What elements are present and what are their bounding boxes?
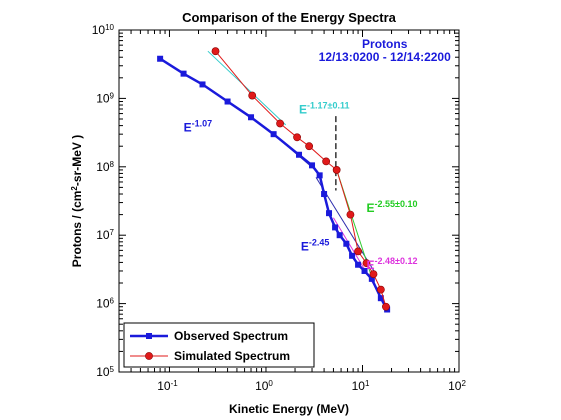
annotation-label: E-2.55±0.10 — [366, 199, 417, 215]
annotation-base: E — [366, 201, 374, 215]
observed-data-point — [199, 81, 206, 88]
legend-box — [123, 322, 315, 368]
annotation-exponent: -2.48±0.12 — [374, 256, 417, 266]
x-tick-label: 100 — [255, 379, 273, 394]
y-tick-label-base: 10 — [96, 160, 110, 174]
annotation-text: Protons — [362, 37, 408, 51]
simulated-data-point — [332, 166, 341, 174]
observed-data-point — [336, 232, 343, 239]
annotation-exponent: -2.45 — [309, 237, 330, 247]
y-tick-label-base: 10 — [96, 228, 110, 242]
simulated-data-point — [293, 133, 301, 142]
x-tick-label-exp: 0 — [268, 379, 273, 388]
observed-data-point — [361, 267, 368, 274]
fit-line — [207, 50, 287, 126]
y-axis-label-sup: 2 — [70, 186, 79, 191]
observed-data-point — [296, 151, 303, 158]
simulated-data-point — [276, 119, 284, 128]
y-axis-label-prefix: Protons / (cm — [70, 191, 84, 268]
y-tick-label-base: 10 — [96, 91, 110, 105]
simulated-data-point — [354, 247, 362, 256]
y-tick-label-base: 10 — [96, 297, 110, 311]
y-tick-label-exp: 10 — [105, 23, 114, 32]
simulated-data-point — [382, 302, 390, 311]
x-tick-label-exp: 2 — [461, 379, 466, 388]
observed-data-point — [309, 162, 316, 169]
y-axis-label: Protons / (cm2-sr-MeV ) — [70, 135, 85, 267]
observed-data-point — [332, 224, 339, 231]
observed-data-point — [377, 295, 384, 302]
observed-data-point — [355, 261, 362, 268]
observed-data-point — [180, 70, 187, 77]
y-tick-label-exp: 6 — [110, 296, 115, 305]
x-tick-label-base: 10 — [448, 379, 462, 393]
simulated-data-point — [248, 91, 257, 100]
legend-swatch-marker — [146, 333, 152, 339]
x-axis-label: Kinetic Energy (MeV) — [229, 402, 349, 416]
observed-data-point — [157, 55, 164, 62]
y-tick-label-exp: 5 — [110, 365, 115, 374]
y-tick-label-base: 10 — [96, 365, 110, 379]
x-tick-label-base: 10 — [352, 379, 366, 393]
annotation-exponent: -1.07 — [192, 118, 213, 128]
observed-data-point — [326, 210, 333, 217]
x-tick-label-base: 10 — [255, 379, 269, 393]
legend-entry-label: Simulated Spectrum — [174, 349, 290, 363]
y-axis-label-suffix: -sr-MeV ) — [70, 135, 84, 186]
x-tick-label: 101 — [352, 379, 370, 394]
y-tick-label-base: 10 — [92, 23, 106, 37]
annotation-exponent: -2.55±0.10 — [374, 199, 417, 209]
simulated-data-point — [305, 142, 314, 151]
y-tick-label-exp: 8 — [110, 159, 115, 168]
annotation-label: E-2.48±0.12 — [366, 256, 417, 272]
y-tick-label: 107 — [96, 228, 114, 243]
annotation-text: 12/13:0200 - 12/14:2200 — [319, 50, 451, 64]
x-tick-label: 10-1 — [157, 379, 178, 394]
simulated-data-point — [362, 259, 371, 268]
plot-frame — [118, 29, 460, 373]
annotation-base: E — [299, 103, 307, 117]
observed-data-point — [343, 240, 350, 247]
y-tick-label: 106 — [96, 296, 114, 311]
y-tick-label-exp: 9 — [110, 91, 115, 100]
legend-entry-label: Observed Spectrum — [174, 329, 288, 343]
y-tick-label: 109 — [96, 91, 114, 106]
x-tick-label-exp: -1 — [171, 379, 179, 388]
x-tick-label-base: 10 — [157, 379, 171, 393]
observed-data-point — [248, 114, 255, 121]
plot-area: 10-1 100 101 1021051061071081091010Protons1… — [92, 23, 467, 394]
x-tick-label-exp: 1 — [365, 379, 370, 388]
simulated-data-point — [322, 157, 331, 166]
observed-data-point — [316, 172, 323, 179]
annotation-base: E — [366, 258, 374, 272]
annotation-label: 12/13:0200 - 12/14:2200 — [319, 50, 451, 64]
x-tick-label: 102 — [448, 379, 466, 394]
annotation-label: E-2.45 — [301, 237, 330, 253]
annotation-base: E — [301, 239, 309, 253]
y-tick-label-exp: 7 — [110, 228, 115, 237]
simulated-data-point — [369, 270, 378, 278]
y-tick-label: 1010 — [92, 23, 115, 38]
observed-data-point — [349, 252, 356, 259]
annotation-label: Protons — [362, 37, 408, 51]
simulated-data-point — [211, 47, 220, 56]
observed-data-point — [270, 131, 277, 138]
annotation-exponent: -1.17±0.11 — [307, 101, 349, 111]
simulated-data-point — [346, 210, 355, 219]
annotation-label: E-1.07 — [184, 118, 213, 134]
legend-swatch-marker — [145, 352, 153, 360]
annotation-label: E-1.17±0.11 — [299, 101, 350, 117]
legend: Observed Spectrum Simulated Spectrum — [123, 322, 315, 368]
y-tick-label: 105 — [96, 365, 114, 380]
observed-data-point — [321, 191, 328, 198]
simulated-data-point — [376, 285, 385, 294]
observed-data-point — [368, 275, 375, 282]
chart-title: Comparison of the Energy Spectra — [182, 10, 397, 25]
observed-data-point — [224, 98, 231, 105]
y-tick-label: 108 — [96, 159, 114, 174]
annotation-base: E — [184, 120, 192, 134]
